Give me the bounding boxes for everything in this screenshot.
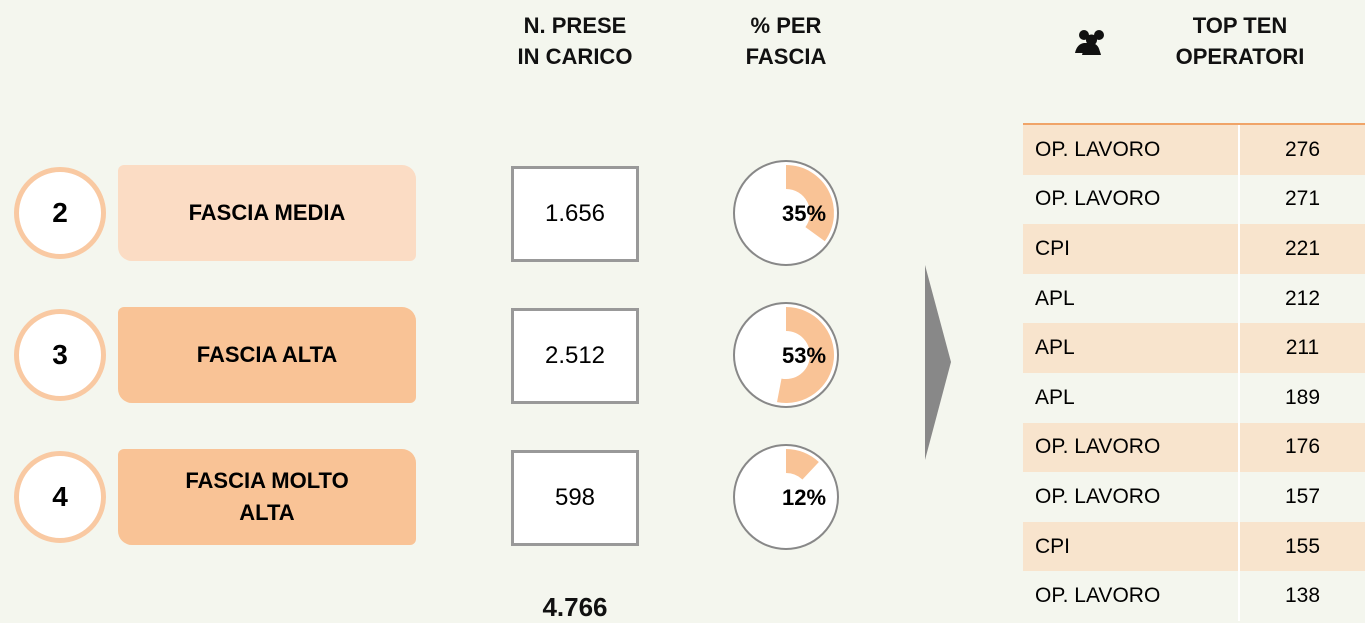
operator-count: 276 — [1238, 125, 1365, 175]
percent-label: 35% — [782, 201, 826, 226]
band-label: FASCIA ALTA — [118, 307, 416, 403]
operator-name: APL — [1035, 385, 1075, 409]
operator-name: OP. LAVORO — [1035, 435, 1161, 459]
rank-circle: 2 — [14, 167, 106, 259]
row-bg — [1023, 224, 1365, 274]
operator-count: 157 — [1238, 472, 1365, 522]
operator-name: OP. LAVORO — [1035, 137, 1161, 161]
table-top-border — [1023, 123, 1365, 125]
operator-count: 189 — [1238, 373, 1365, 423]
operator-count: 271 — [1238, 174, 1365, 225]
operator-name: OP. LAVORO — [1035, 484, 1161, 508]
percent-label: 12% — [782, 485, 826, 510]
operator-name: CPI — [1035, 236, 1071, 260]
band-label: FASCIA MOLTO ALTA — [118, 449, 416, 545]
header-line: IN CARICO — [517, 44, 633, 69]
rank-circle: 3 — [14, 309, 106, 401]
percent-label: 53% — [782, 343, 826, 368]
count-box: 598 — [511, 450, 639, 546]
header-line: TOP TEN — [1192, 13, 1288, 38]
people-icon — [1075, 30, 1104, 55]
operator-name: CPI — [1035, 534, 1071, 558]
row-bg — [1023, 125, 1365, 175]
operator-name: APL — [1035, 336, 1075, 360]
operator-count: 211 — [1238, 323, 1365, 373]
band-label: FASCIA MEDIA — [118, 165, 416, 261]
total: 4.766 — [542, 592, 608, 622]
header-line: FASCIA — [745, 44, 827, 69]
operator-count: 155 — [1238, 521, 1365, 572]
row-bg — [1023, 422, 1365, 473]
arrow — [925, 265, 951, 460]
operator-count: 138 — [1238, 571, 1365, 621]
operator-count: 176 — [1238, 422, 1365, 473]
donut-segment — [786, 165, 835, 242]
header-line: N. PRESE — [523, 13, 627, 38]
row-bg — [1023, 323, 1365, 373]
operator-name: OP. LAVORO — [1035, 187, 1161, 211]
operator-name: APL — [1035, 286, 1075, 310]
header-line: % PER — [750, 13, 822, 38]
operator-count: 212 — [1238, 273, 1365, 324]
count-box: 2.512 — [511, 308, 639, 404]
donut-ring — [733, 444, 839, 550]
row-bg — [1023, 521, 1365, 572]
donut-segment — [777, 307, 835, 403]
donut-segment — [786, 449, 819, 480]
operator-count: 221 — [1238, 224, 1365, 274]
operator-name: OP. LAVORO — [1035, 584, 1161, 608]
header-line: OPERATORI — [1175, 44, 1305, 69]
rank-circle: 4 — [14, 451, 106, 543]
count-box: 1.656 — [511, 166, 639, 262]
